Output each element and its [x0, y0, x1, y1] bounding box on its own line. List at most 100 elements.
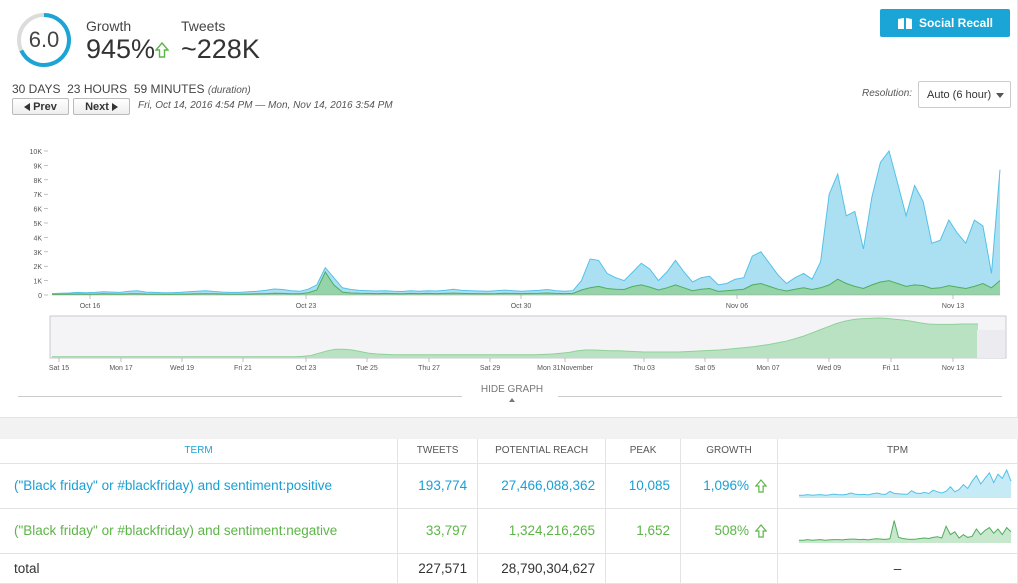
series-line — [51, 149, 1001, 295]
header-reach[interactable]: POTENTIAL REACH — [477, 439, 607, 464]
overview-panel: 6.0 Growth 945% Tweets ~228K Social Reca… — [0, 0, 1018, 418]
series-area — [52, 272, 1000, 295]
table-header: TERM TWEETS POTENTIAL REACH PEAK GROWTH … — [0, 439, 1018, 464]
tweets-cell: 33,797 — [397, 508, 479, 554]
total-growth — [680, 553, 778, 584]
reach-cell: 27,466,088,362 — [477, 463, 607, 509]
reach-cell: 1,324,216,265 — [477, 508, 607, 554]
x-tick-label: Nov 06 — [726, 303, 748, 310]
x-tick-label: Sat 05 — [695, 365, 715, 372]
x-tick-label: Wed 19 — [170, 365, 194, 372]
y-tick-label: 8K — [33, 178, 42, 185]
resolution-label: Resolution: — [862, 88, 913, 99]
total-tweets: 227,571 — [397, 553, 479, 584]
divider-left — [18, 396, 462, 397]
header-peak[interactable]: PEAK — [605, 439, 682, 464]
sparkline-line — [799, 468, 1012, 496]
sparkline-area — [799, 469, 1011, 498]
resolution-select[interactable]: Auto (6 hour) — [918, 81, 1011, 108]
x-tick-label: Oct 16 — [80, 303, 101, 310]
prev-button[interactable]: Prev — [12, 98, 69, 115]
growth-up-icon — [155, 42, 169, 58]
duration-text: 30 DAYS 23 HOURS 59 MINUTES — [12, 82, 205, 96]
y-tick-label: 2K — [33, 264, 42, 271]
x-tick-label: Oct 23 — [296, 303, 317, 310]
score-value: 6.0 — [28, 27, 60, 52]
tweets-label: Tweets — [181, 18, 226, 34]
navigator-chart[interactable]: Sat 15 Mon 17 Wed 19 Fri 21 Oct 23 Tue 25 Thu … — [0, 312, 1018, 380]
header-tpm: TPM — [777, 439, 1018, 464]
term-cell[interactable]: ("Black friday" or #blackfriday) and sen… — [0, 508, 399, 554]
next-label: Next — [85, 100, 109, 113]
duration: 30 DAYS 23 HOURS 59 MINUTES (duration) — [12, 82, 251, 96]
table-row[interactable]: ("Black friday" or #blackfriday) and sen… — [0, 463, 1018, 509]
term-cell[interactable]: ("Black friday" or #blackfriday) and sen… — [0, 463, 399, 509]
main-chart[interactable]: 10K 9K 8K 7K 6K 5K 4K 3K 2K 1K 0 Oct 16 Oct 23 Oct 30… — [0, 140, 1018, 315]
caret-left-icon — [24, 102, 31, 111]
table-row[interactable]: ("Black friday" or #blackfriday) and sen… — [0, 508, 1018, 554]
tweets-value: ~228K — [181, 34, 260, 64]
series-line — [51, 270, 1001, 295]
social-recall-label: Social Recall — [918, 16, 994, 30]
next-button[interactable]: Next — [73, 98, 130, 115]
caret-up-icon — [509, 398, 515, 402]
x-tick-label: Oct 30 — [511, 303, 532, 310]
x-tick-label: Mon 17 — [109, 365, 132, 372]
x-tick-label: Thu 27 — [418, 365, 440, 372]
x-tick-label: Mon 31November — [537, 365, 593, 372]
terms-table: TERM TWEETS POTENTIAL REACH PEAK GROWTH … — [0, 439, 1018, 584]
header-term[interactable]: TERM — [0, 439, 399, 464]
social-recall-button[interactable]: Social Recall — [880, 9, 1010, 37]
growth-value: 1,096% — [703, 477, 749, 493]
peak-cell: 10,085 — [605, 463, 682, 509]
tpm-cell — [777, 463, 1018, 509]
caret-right-icon — [111, 102, 118, 111]
total-row: total 227,571 28,790,304,627 – — [0, 553, 1018, 584]
total-reach: 28,790,304,627 — [477, 553, 607, 584]
prev-label: Prev — [33, 100, 57, 113]
sparkline-area — [799, 520, 1011, 543]
y-tick-label: 3K — [33, 250, 42, 257]
tpm-sparkline — [799, 519, 1012, 543]
growth-cell: 1,096% — [680, 463, 778, 509]
navigator-handle — [977, 330, 1005, 358]
y-tick-label: 0 — [38, 293, 42, 300]
x-tick-label: Tue 25 — [356, 365, 378, 372]
x-tick-label: Thu 03 — [633, 365, 655, 372]
chevron-down-icon — [996, 93, 1004, 98]
x-tick-label: Oct 23 — [296, 365, 317, 372]
x-tick-label: Nov 13 — [942, 303, 964, 310]
growth-label: Growth — [86, 18, 132, 34]
tweets-cell: 193,774 — [397, 463, 479, 509]
resolution-value: Auto (6 hour) — [927, 88, 992, 101]
y-tick-label: 1K — [33, 279, 42, 286]
hide-graph-button[interactable]: HIDE GRAPH — [480, 384, 544, 395]
total-label: total — [0, 553, 399, 584]
y-tick-label: 10K — [30, 149, 43, 156]
divider-right — [558, 396, 1002, 397]
up-arrow-icon — [754, 479, 767, 493]
book-icon — [897, 17, 912, 29]
score-ring — [17, 13, 71, 67]
tpm-cell — [777, 508, 1018, 554]
total-tpm: – — [777, 553, 1018, 584]
up-arrow-icon — [754, 524, 767, 538]
navigator-area — [52, 318, 978, 358]
peak-cell: 1,652 — [605, 508, 682, 554]
header-growth[interactable]: GROWTH — [680, 439, 778, 464]
y-tick-label: 4K — [33, 235, 42, 242]
x-tick-label: Fri 21 — [234, 365, 252, 372]
growth-cell: 508% — [680, 508, 778, 554]
y-tick-label: 5K — [33, 221, 42, 228]
x-tick-label: Sat 29 — [480, 365, 500, 372]
x-tick-label: Sat 15 — [49, 365, 69, 372]
growth-value: 508% — [714, 522, 749, 538]
y-tick-label: 9K — [33, 163, 42, 170]
x-tick-label: Fri 11 — [882, 365, 899, 372]
sparkline-line — [799, 519, 1012, 541]
series-area — [52, 151, 1000, 295]
tpm-sparkline — [799, 468, 1012, 498]
y-tick-label: 6K — [33, 207, 42, 214]
header-tweets[interactable]: TWEETS — [397, 439, 479, 464]
x-tick-label: Nov 13 — [942, 365, 964, 372]
